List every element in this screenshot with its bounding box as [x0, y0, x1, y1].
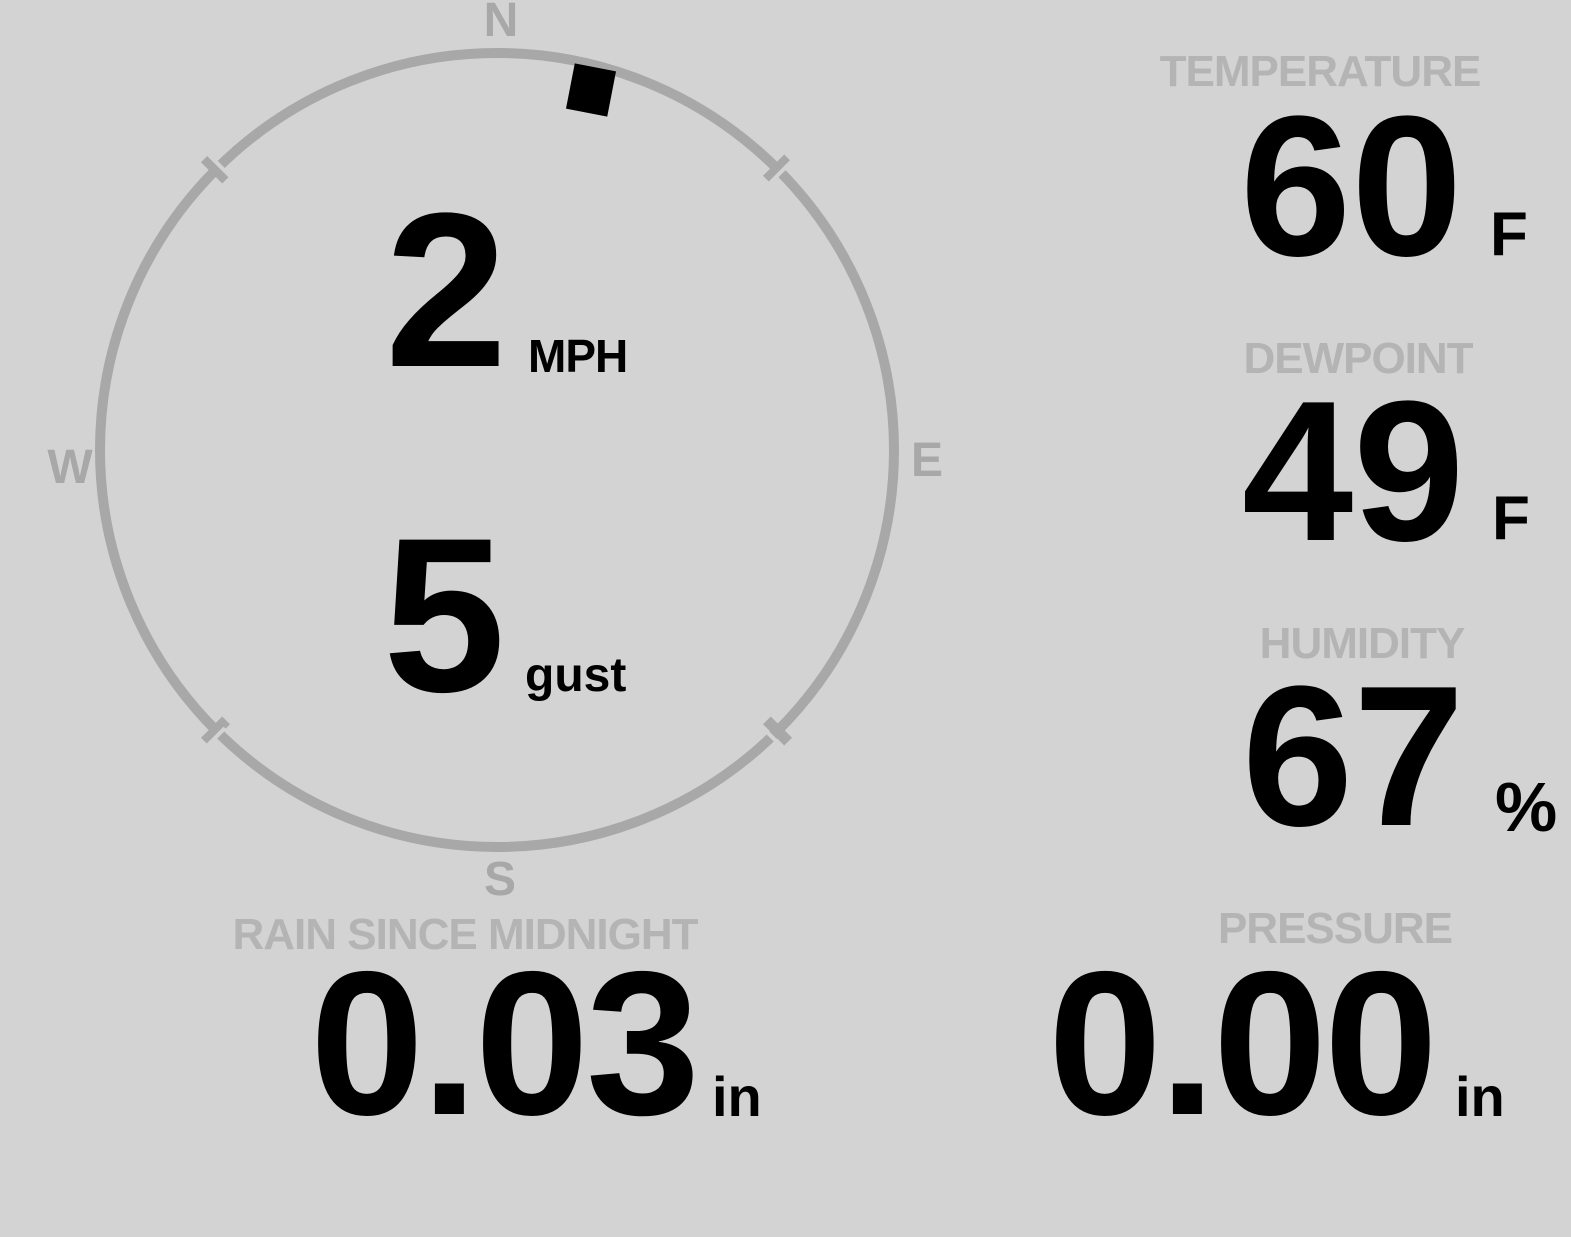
humidity-label: HUMIDITY — [1259, 619, 1466, 668]
wind-speed-value: 2 — [385, 167, 508, 413]
compass-label-west: W — [47, 441, 93, 494]
compass-label-east: E — [910, 434, 944, 487]
compass-label-north: N — [483, 0, 519, 47]
rain-since-midnight-label: RAIN SINCE MIDNIGHT — [232, 910, 699, 959]
compass-label-south: S — [483, 853, 517, 906]
pressure-unit: in — [1455, 1065, 1505, 1128]
dewpoint-label: DEWPOINT — [1243, 334, 1473, 383]
pressure-label: PRESSURE — [1217, 904, 1453, 953]
wind-gust-label: gust — [525, 649, 627, 702]
dewpoint-value: 49 — [1242, 360, 1465, 583]
temperature-label: TEMPERATURE — [1159, 47, 1482, 96]
rain-since-midnight-value: 0.03 — [310, 929, 700, 1158]
wind-gust-value: 5 — [383, 492, 506, 738]
wind-speed-unit: MPH — [528, 330, 628, 382]
dewpoint-unit: F — [1492, 484, 1530, 553]
temperature-value: 60 — [1240, 75, 1463, 298]
humidity-value: 67 — [1242, 645, 1465, 868]
pressure-value: 0.00 — [1048, 929, 1438, 1158]
wind-direction-marker-icon — [565, 63, 617, 117]
humidity-unit: % — [1495, 768, 1558, 846]
wind-dial-circle — [95, 48, 899, 852]
temperature-unit: F — [1490, 200, 1528, 269]
rain-since-midnight-unit: in — [712, 1065, 762, 1128]
